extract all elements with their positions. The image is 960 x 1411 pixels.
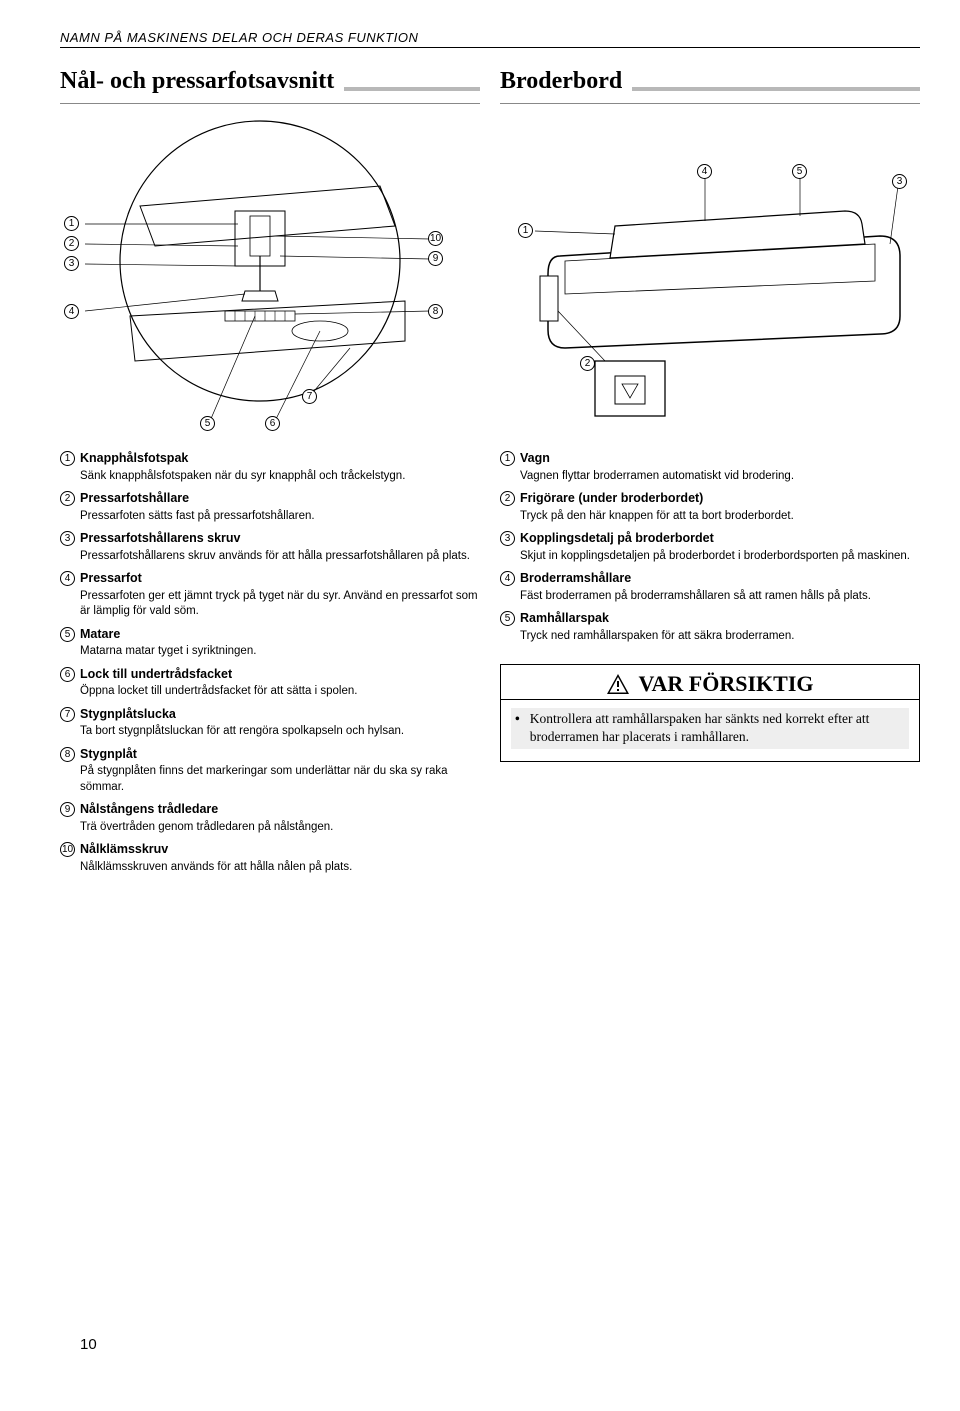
item-title: Stygnplåtslucka: [80, 706, 480, 724]
callout-10: 10: [428, 231, 443, 246]
left-section-title: Nål- och pressarfotsavsnitt: [60, 68, 334, 95]
item-title: Knapphålsfotspak: [80, 450, 480, 468]
callout-4: 4: [697, 164, 712, 179]
item-desc: På stygnplåten finns det markeringar som…: [80, 764, 480, 795]
callout-1: 1: [518, 223, 533, 238]
item-desc: Pressarfoten ger ett jämnt tryck på tyge…: [80, 589, 480, 620]
item-num: 5: [60, 627, 75, 642]
callout-9: 9: [428, 251, 443, 266]
item-num: 5: [500, 611, 515, 626]
item-num: 4: [60, 571, 75, 586]
item-desc: Nålklämsskruven används för att hålla nå…: [80, 860, 480, 876]
item-desc: Trä övertråden genom trådledaren på nåls…: [80, 820, 480, 836]
item-desc: Fäst broderramen på broderramshållaren s…: [520, 589, 920, 605]
item-desc: Öppna locket till undertrådsfacket för a…: [80, 684, 480, 700]
item-num: 3: [500, 531, 515, 546]
callout-2: 2: [580, 356, 595, 371]
item-num: 2: [500, 491, 515, 506]
callout-7: 7: [302, 389, 317, 404]
callout-6: 6: [265, 416, 280, 431]
item-num: 2: [60, 491, 75, 506]
callout-3: 3: [892, 174, 907, 189]
item-desc: Tryck ned ramhållarspaken för att säkra …: [520, 629, 920, 645]
item-desc: Vagnen flyttar broderramen automatiskt v…: [520, 469, 920, 485]
left-list: 1 KnapphålsfotspakSänk knapphålsfotspaken…: [60, 450, 480, 879]
item-num: 6: [60, 667, 75, 682]
right-section-title: Broderbord: [500, 68, 622, 95]
item-num: 9: [60, 802, 75, 817]
item-title: Pressarfotshållare: [80, 490, 480, 508]
callout-1: 1: [64, 216, 79, 231]
warning-box: VAR FÖRSIKTIG • Kontrollera att ramhållar…: [500, 664, 920, 761]
item-desc: Skjut in kopplingsdetaljen på broderbord…: [520, 549, 920, 565]
item-desc: Sänk knapphålsfotspaken när du syr knapp…: [80, 469, 480, 485]
callout-2: 2: [64, 236, 79, 251]
item-num: 3: [60, 531, 75, 546]
item-title: Frigörare (under broderbordet): [520, 490, 920, 508]
callout-5: 5: [200, 416, 215, 431]
bullet: •: [515, 710, 520, 746]
item-title: Vagn: [520, 450, 920, 468]
item-title: Lock till undertrådsfacket: [80, 666, 480, 684]
item-num: 10: [60, 842, 75, 857]
item-num: 4: [500, 571, 515, 586]
item-title: Nålstångens trådledare: [80, 801, 480, 819]
title-accent: [632, 87, 920, 91]
callout-5: 5: [792, 164, 807, 179]
page-header: NAMN PÅ MASKINENS DELAR OCH DERAS FUNKTI…: [60, 30, 920, 45]
right-diagram: 1 2 4 5 3: [500, 116, 920, 436]
item-title: Broderramshållare: [520, 570, 920, 588]
item-title: Pressarfot: [80, 570, 480, 588]
item-desc: Pressarfotshållarens skruv används för a…: [80, 549, 480, 565]
left-diagram: 1 2 3 4 5 6 7 8 9 10: [60, 116, 480, 436]
item-desc: Matarna matar tyget i syriktningen.: [80, 644, 480, 660]
item-title: Matare: [80, 626, 480, 644]
item-desc: Ta bort stygnplåtsluckan för att rengöra…: [80, 724, 480, 740]
warning-title: VAR FÖRSIKTIG: [638, 671, 813, 697]
item-num: 1: [500, 451, 515, 466]
callout-3: 3: [64, 256, 79, 271]
right-column: Broderbord: [500, 68, 920, 881]
right-list: 1 VagnVagnen flyttar broderramen automati…: [500, 450, 920, 648]
callout-8: 8: [428, 304, 443, 319]
item-title: Kopplingsdetalj på broderbordet: [520, 530, 920, 548]
item-title: Nålklämsskruv: [80, 841, 480, 859]
item-desc: Pressarfoten sätts fast på pressarfotshå…: [80, 509, 480, 525]
warning-text: Kontrollera att ramhållarspaken har sänk…: [530, 710, 905, 746]
item-num: 8: [60, 747, 75, 762]
item-title: Pressarfotshållarens skruv: [80, 530, 480, 548]
item-num: 7: [60, 707, 75, 722]
title-accent: [344, 87, 480, 91]
title-underline: [500, 103, 920, 104]
item-desc: Tryck på den här knappen för att ta bort…: [520, 509, 920, 525]
item-num: 1: [60, 451, 75, 466]
callout-4: 4: [64, 304, 79, 319]
title-underline: [60, 103, 480, 104]
page-number: 10: [80, 1336, 97, 1353]
item-title: Ramhållarspak: [520, 610, 920, 628]
item-title: Stygnplåt: [80, 746, 480, 764]
header-rule: [60, 47, 920, 48]
left-column: Nål- och pressarfotsavsnitt: [60, 68, 480, 881]
warning-icon: [606, 673, 630, 695]
